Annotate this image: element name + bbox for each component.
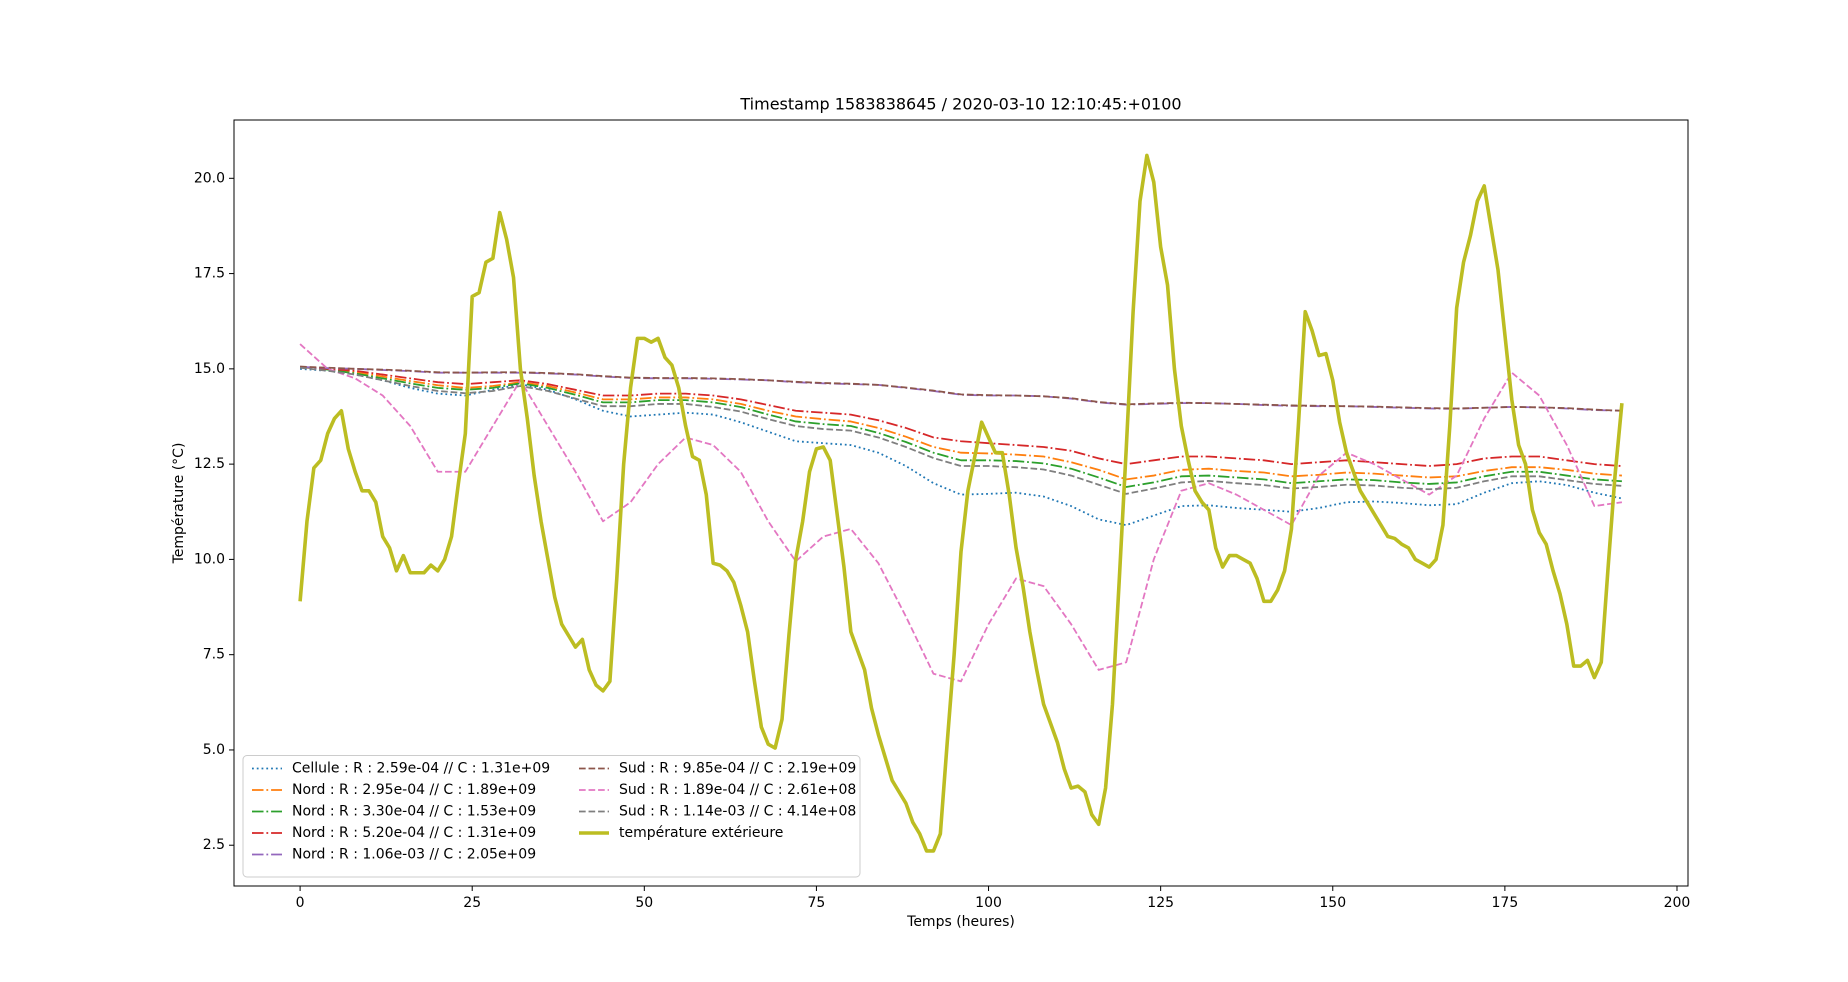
series-line <box>300 366 1622 467</box>
legend-label: Nord : R : 5.20e-04 // C : 1.31e+09 <box>292 825 536 841</box>
y-tick-label: 15.0 <box>194 361 225 377</box>
series-line <box>300 366 1622 488</box>
legend-label: Cellule : R : 2.59e-04 // C : 1.31e+09 <box>292 761 550 777</box>
x-tick-label: 75 <box>808 895 826 911</box>
axes-frame <box>233 119 1689 887</box>
legend-label: Nord : R : 3.30e-04 // C : 1.53e+09 <box>292 804 536 820</box>
legend-label: Nord : R : 1.06e-03 // C : 2.05e+09 <box>292 847 536 863</box>
legend-label: Nord : R : 2.95e-04 // C : 1.89e+09 <box>292 782 536 798</box>
x-tick-label: 100 <box>975 895 1002 911</box>
legend-frame <box>242 755 861 878</box>
series-line <box>300 366 1622 481</box>
series-line <box>298 153 1624 853</box>
x-tick-label: 175 <box>1492 895 1519 911</box>
series-line <box>299 366 1622 495</box>
legend-label: Sud : R : 9.85e-04 // C : 2.19e+09 <box>619 761 856 777</box>
y-tick-label: 20.0 <box>194 170 225 186</box>
y-tick-label: 5.0 <box>203 742 225 758</box>
legend: Cellule : R : 2.59e-04 // C : 1.31e+09 No… <box>242 755 861 878</box>
y-tick-label: 10.0 <box>194 551 225 567</box>
series-line <box>300 367 1623 526</box>
y-axis-label: Température (°C) <box>171 443 187 565</box>
x-tick-label: 200 <box>1664 895 1691 911</box>
chart-title: Timestamp 1583838645 / 2020-03-10 12:10:… <box>739 95 1181 114</box>
y-tick-label: 12.5 <box>194 456 225 472</box>
legend-label: température extérieure <box>619 825 783 841</box>
x-tick-label: 125 <box>1147 895 1174 911</box>
y-tick-label: 2.5 <box>203 837 225 853</box>
y-tick-label: 7.5 <box>203 647 225 663</box>
legend-label: Sud : R : 1.14e-03 // C : 4.14e+08 <box>619 804 856 820</box>
y-tick-label: 17.5 <box>194 266 225 282</box>
x-tick-label: 50 <box>635 895 653 911</box>
legend-label: Sud : R : 1.89e-04 // C : 2.61e+08 <box>619 782 856 798</box>
x-tick-label: 25 <box>463 895 481 911</box>
x-tick-label: 0 <box>296 895 305 911</box>
x-axis-label: Temps (heures) <box>906 914 1015 930</box>
x-tick-label: 150 <box>1319 895 1346 911</box>
